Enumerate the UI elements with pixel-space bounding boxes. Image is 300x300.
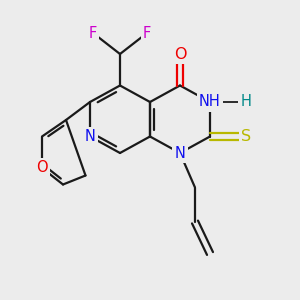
Text: NH: NH [199, 94, 221, 110]
Text: N: N [175, 146, 185, 160]
Text: H: H [241, 94, 251, 110]
Text: O: O [36, 160, 48, 175]
Text: S: S [241, 129, 251, 144]
Text: O: O [174, 46, 186, 62]
Text: F: F [143, 26, 151, 40]
Text: F: F [89, 26, 97, 40]
Text: N: N [85, 129, 95, 144]
